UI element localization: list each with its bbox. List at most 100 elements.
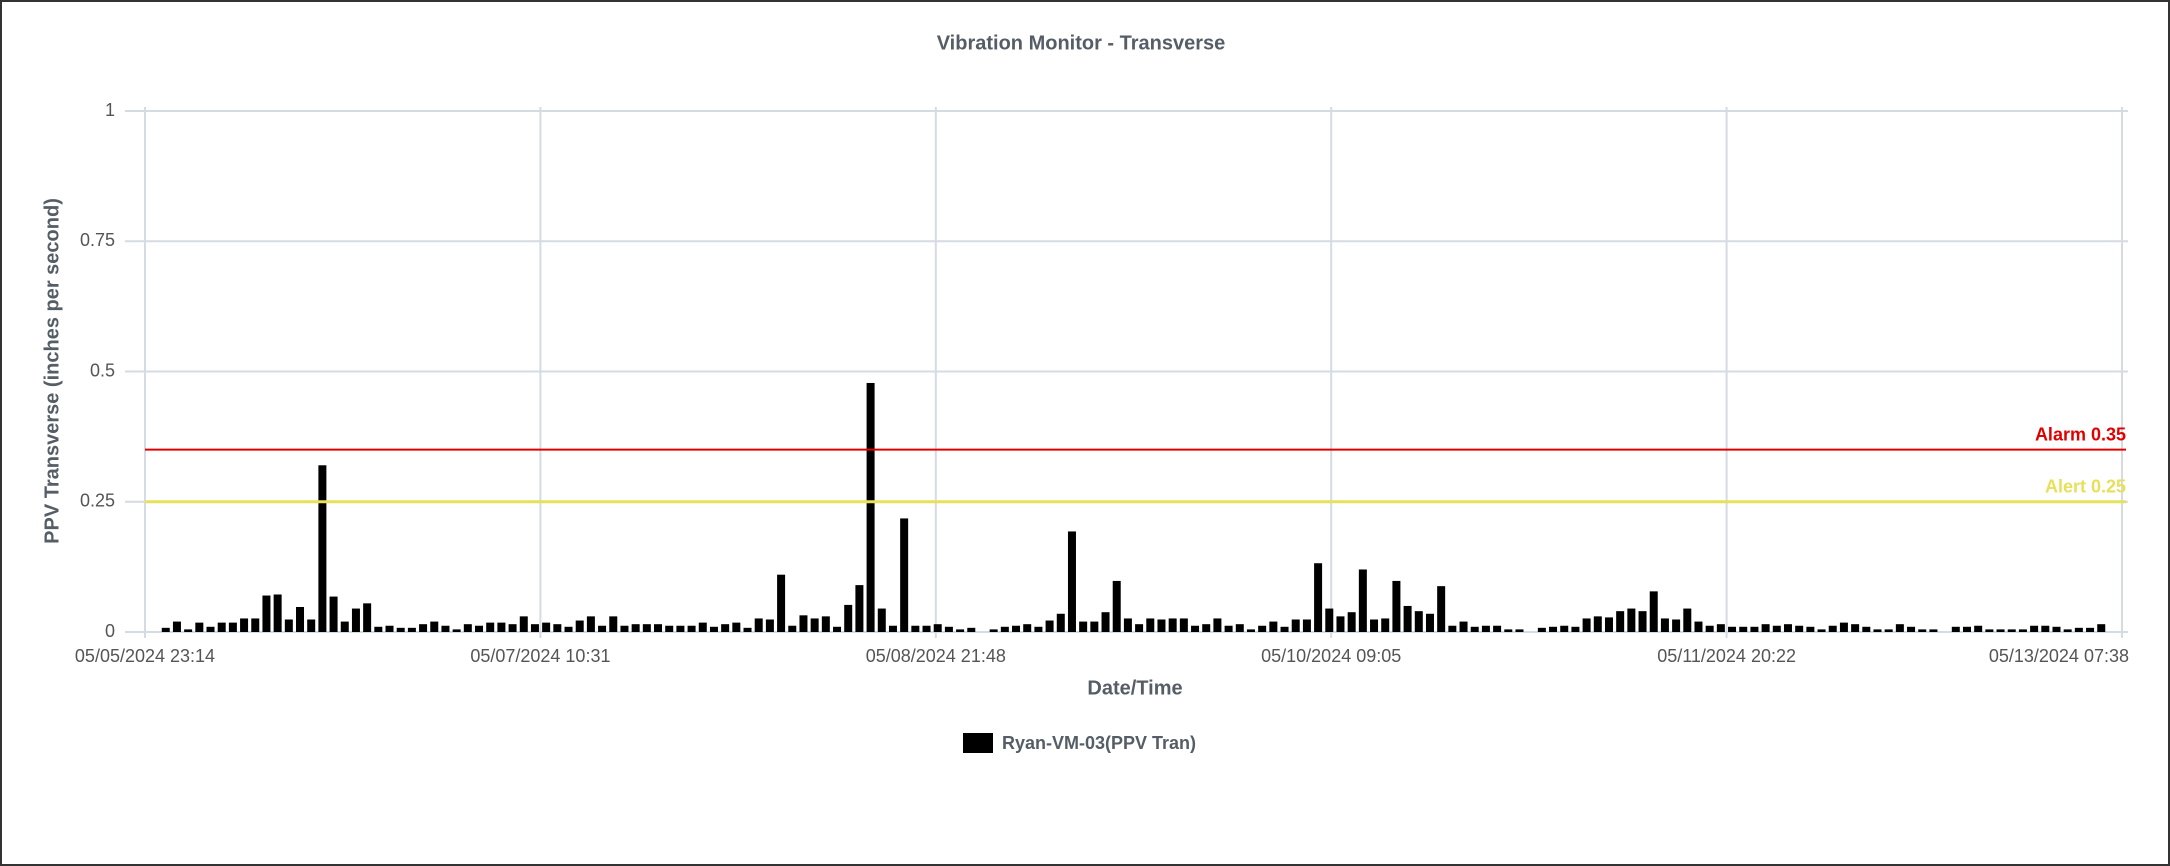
bar [1739,626,1748,632]
bar [228,622,237,632]
bar [172,621,181,632]
bar [385,625,394,632]
bar [956,629,965,632]
bar [340,621,349,632]
bar [351,608,360,632]
bar [1023,624,1032,632]
bar [989,629,998,632]
bar [2052,626,2061,632]
bar [296,606,305,632]
y-tick-label: 0.5 [90,360,115,380]
bar [2007,629,2016,632]
bar [553,624,562,632]
bar [1067,531,1076,632]
bar [1515,629,1524,632]
bar [1828,625,1837,632]
bar [598,625,607,632]
bar [1795,625,1804,632]
bar [1616,611,1625,632]
bar [1918,629,1927,632]
bar [654,624,663,632]
bar [1817,629,1826,632]
bar [1280,626,1289,632]
bar [1358,569,1367,632]
bar [1907,626,1916,632]
bar [1604,617,1613,632]
bar [665,625,674,632]
chart-title: Vibration Monitor - Transverse [937,32,1226,54]
x-tick-label: 05/08/2024 21:48 [866,646,1006,666]
bar [1392,580,1401,632]
bar [1347,612,1356,632]
bar [1839,622,1848,632]
bar [1314,563,1323,632]
bar [1168,618,1177,632]
bar [1179,618,1188,632]
bar [877,608,886,632]
bar [564,626,573,632]
legend-label: Ryan-VM-03(PPV Tran) [1002,733,1196,753]
bar [1504,629,1513,632]
bar [799,615,808,632]
bar [788,625,797,632]
bar [1123,618,1132,632]
bar [1694,621,1703,632]
bar [1638,611,1647,632]
bar [1034,626,1043,632]
bar [922,625,931,632]
bar [195,622,204,632]
bar [519,616,528,632]
bar [407,627,416,632]
bar [374,626,383,632]
bar [1582,618,1591,632]
bar [721,624,730,632]
bar [1302,619,1311,632]
bar [206,626,215,632]
threshold-label: Alert 0.25 [2045,477,2126,497]
bar [765,619,774,632]
bar [240,618,249,632]
bar [1985,629,1994,632]
bar [609,616,618,632]
y-tick-label: 1 [105,100,115,120]
bar [463,624,472,632]
bar [452,629,461,632]
bar [419,624,428,632]
bar [888,625,897,632]
bar [1056,613,1065,632]
bar [1191,625,1200,632]
bar [1470,626,1479,632]
bar [1269,621,1278,632]
bar [1873,629,1882,632]
bar [900,518,909,632]
bar [262,595,271,632]
bar [866,382,875,632]
bar [1627,608,1636,632]
bar [1683,608,1692,632]
bar [430,621,439,632]
bar [1649,591,1658,632]
threshold-label: Alarm 0.35 [2035,424,2126,444]
bar [497,622,506,632]
bar [284,619,293,632]
bar [933,624,942,632]
bar [1571,626,1580,632]
bar [1079,621,1088,632]
bar [307,619,316,632]
bar [698,622,707,632]
bar [1884,629,1893,632]
bar [486,622,495,632]
bar [1895,624,1904,632]
bar [2018,629,2027,632]
x-tick-label: 05/05/2024 23:14 [75,646,215,666]
bar [1750,626,1759,632]
bar [1403,605,1412,632]
x-tick-label: 05/07/2024 10:31 [470,646,610,666]
bar [1246,629,1255,632]
bar [1951,626,1960,632]
bar [2097,624,2106,632]
bar [1045,620,1054,632]
bar [1157,619,1166,632]
bar [2041,625,2050,632]
